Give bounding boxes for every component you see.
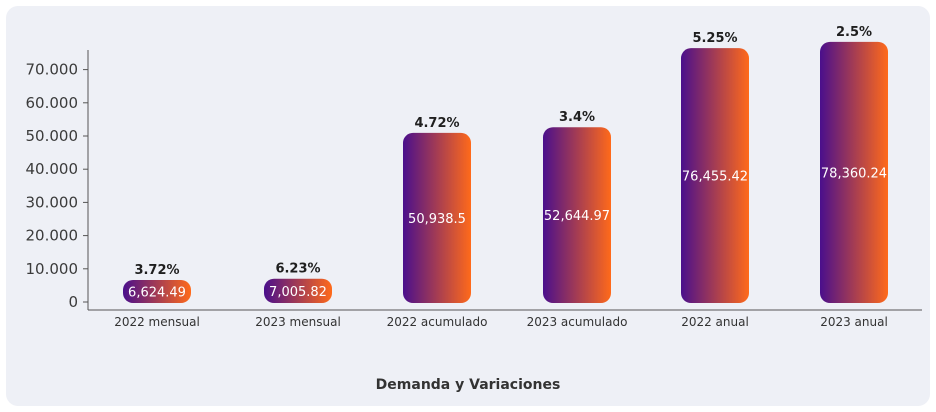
bar: [123, 280, 191, 303]
variation-label: 3.4%: [559, 110, 595, 125]
bar: [820, 41, 888, 304]
bar: [403, 132, 471, 303]
bar: [681, 48, 749, 304]
value-label: 6,624.49: [128, 286, 186, 301]
y-tick-label: 20.000: [26, 227, 79, 245]
bar: [264, 278, 332, 303]
x-tick-label: 2022 mensual: [114, 315, 200, 329]
value-label: 76,455.42: [682, 170, 748, 185]
y-axis: 0 10.000 20.000 30.000 40.000 50.000 60.000 70.…: [26, 50, 89, 311]
x-tick-label: 2023 mensual: [255, 315, 341, 329]
x-axis: 2022 mensual 2023 mensual 2022 acumulado 20…: [88, 309, 922, 329]
y-tick-label: 30.000: [26, 193, 79, 211]
y-tick-label: 10.000: [26, 260, 79, 278]
value-label: 7,005.82: [269, 285, 327, 300]
variation-label: 6.23%: [275, 262, 320, 277]
value-label: 78,360.24: [821, 166, 887, 181]
x-tick-label: 2022 anual: [681, 315, 749, 329]
y-tick-label: 50.000: [26, 127, 79, 145]
bar: [543, 127, 611, 304]
chart-title: Demanda y Variaciones: [376, 377, 561, 393]
variation-label: 5.25%: [692, 31, 737, 46]
value-label: 52,644.97: [544, 209, 610, 224]
bars: 3.72% 6,624.49 6.23% 7,005.82 4.72% 50,938.5 3…: [123, 25, 888, 304]
x-tick-label: 2023 acumulado: [527, 315, 628, 329]
y-tick-label: 0: [68, 293, 78, 311]
y-tick-label: 70.000: [26, 61, 79, 79]
x-tick-label: 2022 acumulado: [387, 315, 488, 329]
variation-label: 4.72%: [414, 116, 459, 131]
x-tick-label: 2023 anual: [820, 315, 888, 329]
y-tick-label: 40.000: [26, 160, 79, 178]
value-label: 50,938.5: [408, 212, 466, 227]
y-tick-label: 60.000: [26, 94, 79, 112]
variation-label: 3.72%: [134, 263, 179, 278]
variation-label: 2.5%: [836, 25, 872, 40]
